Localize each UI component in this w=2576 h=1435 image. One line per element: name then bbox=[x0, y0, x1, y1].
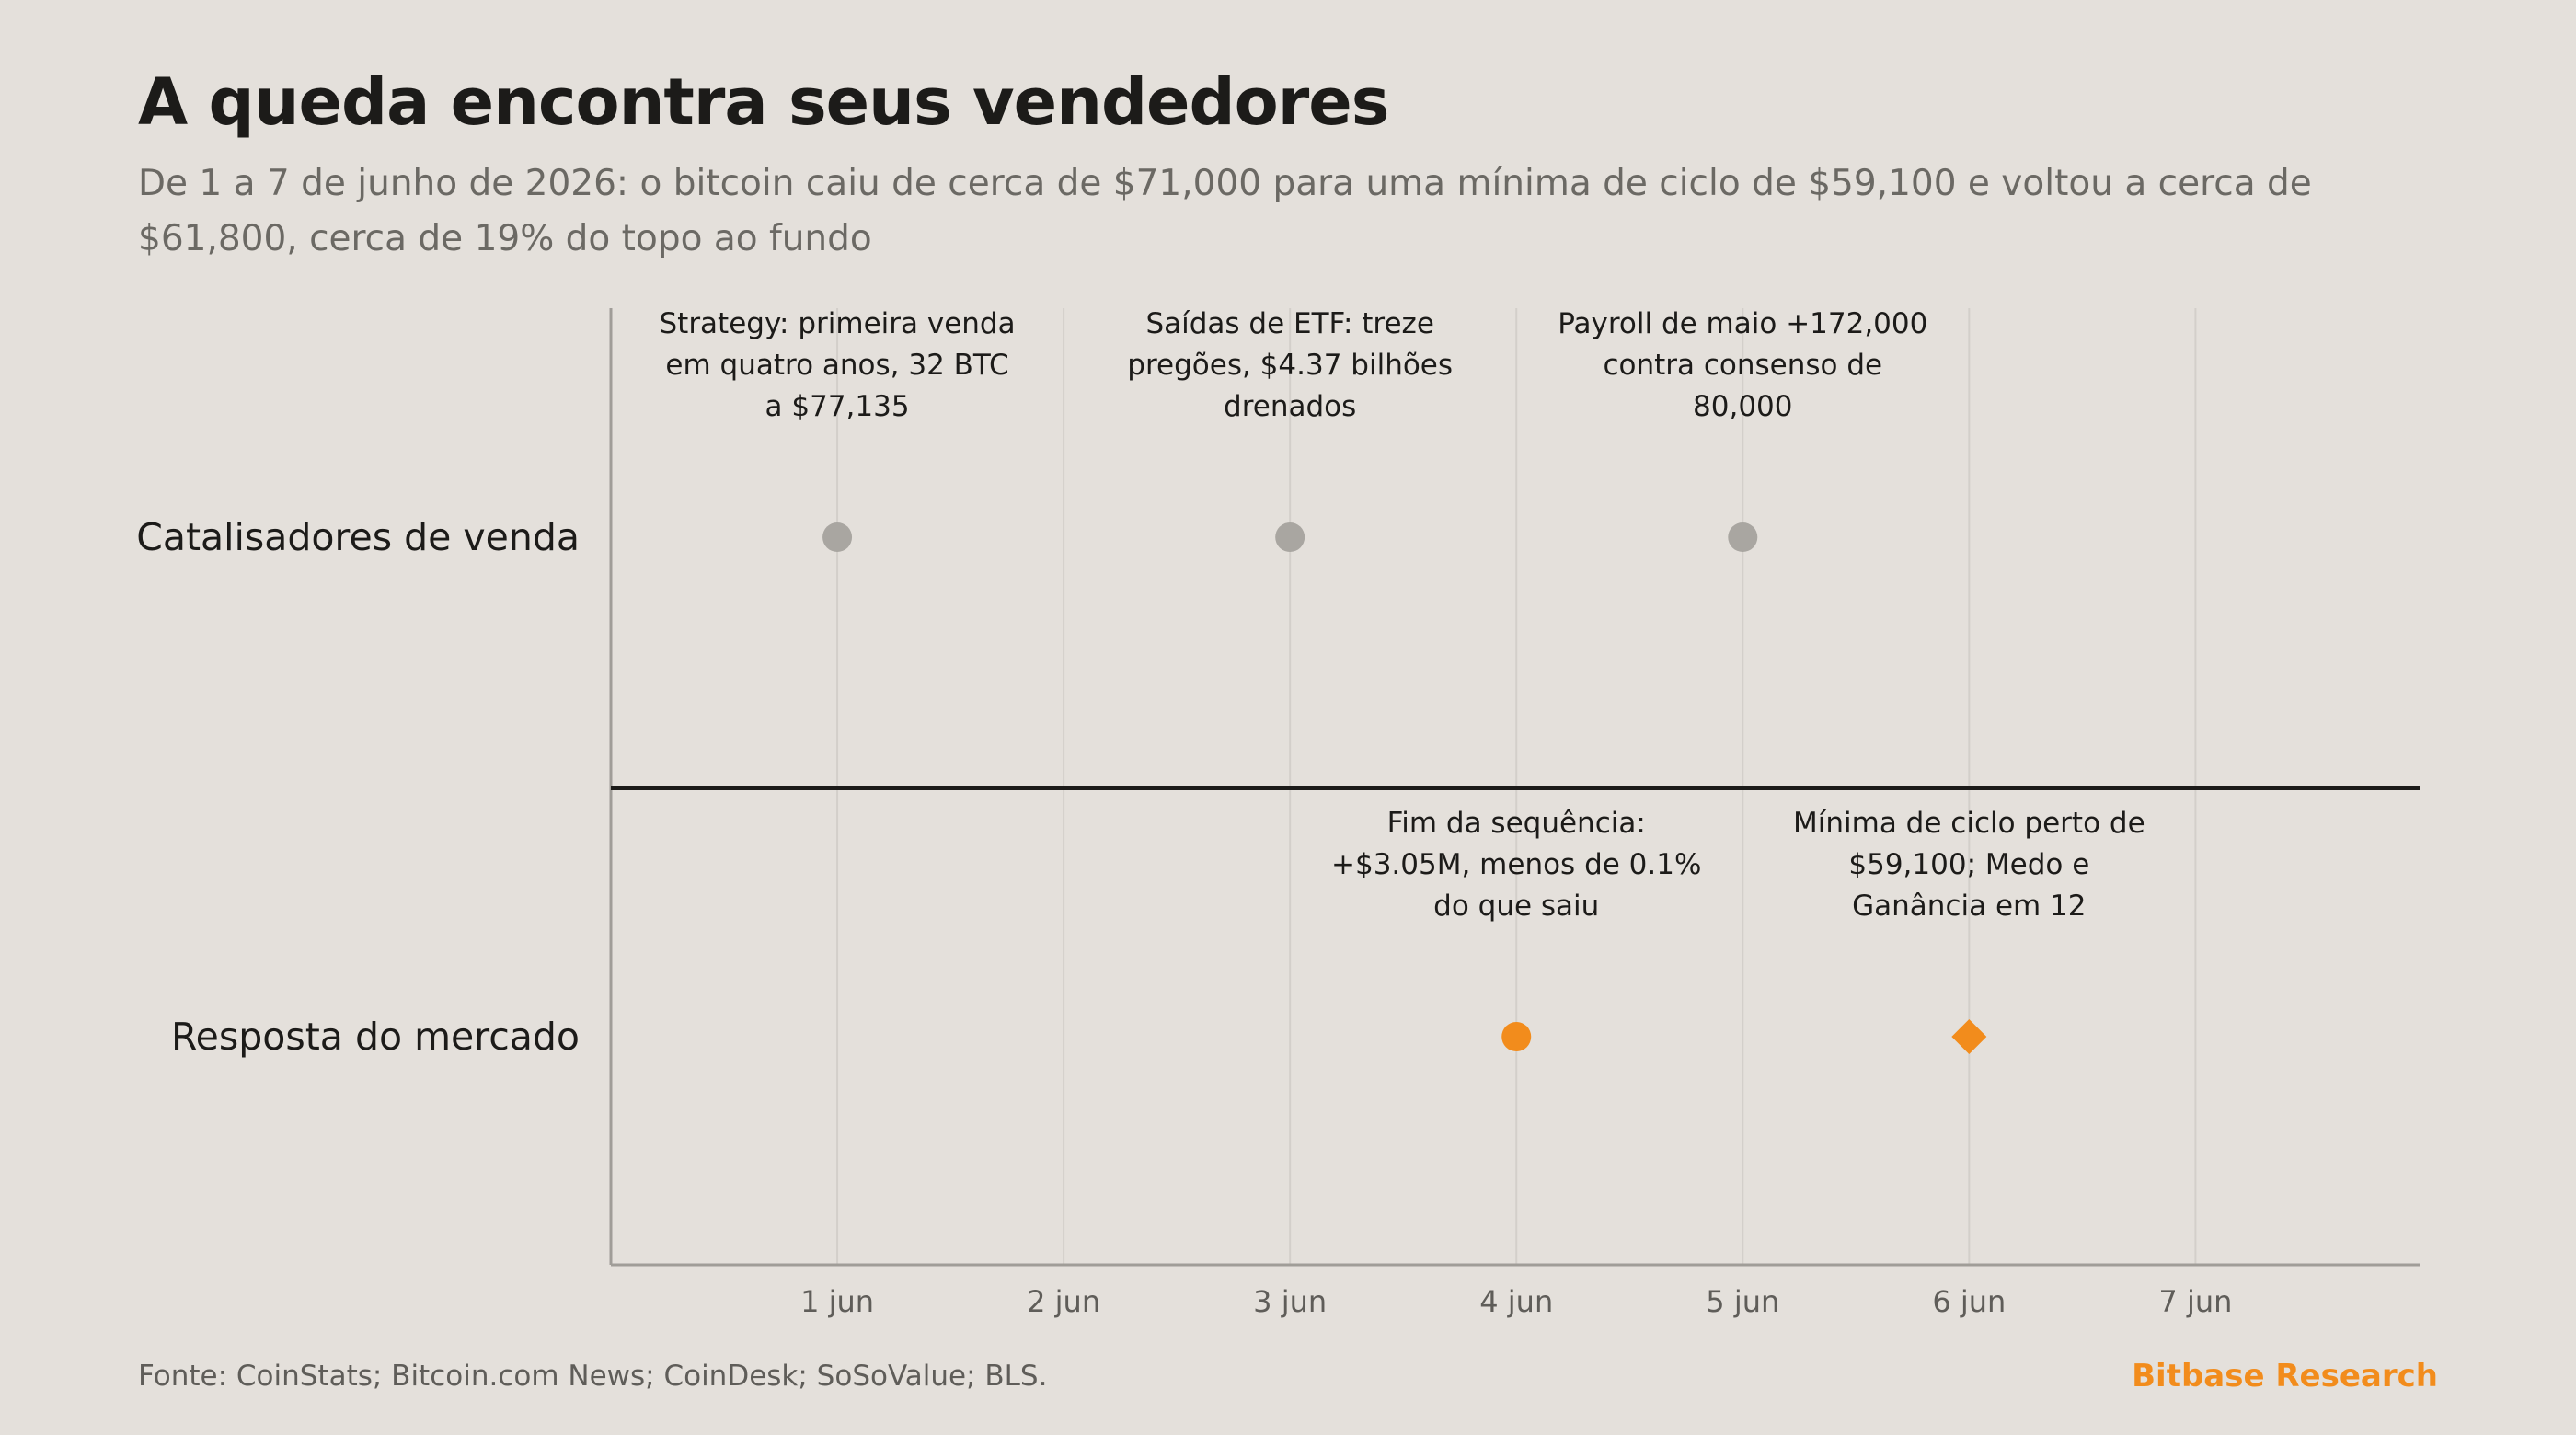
event-annotation-line: $59,100; Medo e bbox=[1848, 848, 2089, 881]
x-tick-labels: 1 jun 2 jun 3 jun 4 jun 5 jun 6 jun 7 jun bbox=[800, 1284, 2232, 1319]
x-tick-label: 7 jun bbox=[2158, 1284, 2232, 1319]
lane-labels: Catalisadores de venda Resposta do mercad… bbox=[136, 515, 580, 1059]
event-marker bbox=[822, 522, 853, 552]
event-annotation: Fim da sequência: +$3.05M, menos de 0.1% d… bbox=[1331, 807, 1701, 923]
event-annotation-line: a $77,135 bbox=[765, 390, 910, 423]
event-annotation-line: Saídas de ETF: treze bbox=[1145, 307, 1433, 340]
event-annotation: Mínima de ciclo perto de $59,100; Medo e G… bbox=[1793, 807, 2145, 923]
x-tick-label: 2 jun bbox=[1027, 1284, 1100, 1319]
event-annotation-line: pregões, $4.37 bilhões bbox=[1127, 349, 1453, 382]
event-annotation-line: Strategy: primeira venda bbox=[659, 307, 1015, 340]
event-marker bbox=[1728, 522, 1758, 552]
lane-label: Resposta do mercado bbox=[171, 1015, 580, 1059]
event-annotation-line: +$3.05M, menos de 0.1% bbox=[1331, 848, 1701, 881]
event-annotation-line: Ganância em 12 bbox=[1852, 890, 2086, 923]
event-annotation-line: contra consenso de bbox=[1603, 349, 1882, 382]
event-marker bbox=[1275, 522, 1305, 552]
source-note: Fonte: CoinStats; Bitcoin.com News; Coin… bbox=[138, 1360, 1048, 1393]
event-annotation-line: Fim da sequência: bbox=[1387, 807, 1646, 840]
event-marker bbox=[1501, 1022, 1532, 1051]
event-annotation: Strategy: primeira venda em quatro anos, … bbox=[659, 307, 1015, 423]
x-tick-label: 6 jun bbox=[1932, 1284, 2006, 1319]
axes bbox=[609, 308, 2420, 1267]
x-tick-label: 5 jun bbox=[1706, 1284, 1779, 1319]
event-annotation-line: em quatro anos, 32 BTC bbox=[665, 349, 1008, 382]
events: Strategy: primeira venda em quatro anos, … bbox=[659, 307, 2145, 1054]
event-annotation-line: Payroll de maio +172,000 bbox=[1558, 307, 1927, 340]
x-tick-label: 4 jun bbox=[1479, 1284, 1553, 1319]
event-annotation-line: 80,000 bbox=[1693, 390, 1792, 423]
event-marker-diamond bbox=[1951, 1019, 1987, 1054]
brand-logo-text: Bitbase Research bbox=[2132, 1358, 2438, 1395]
chart-title: A queda encontra seus vendedores bbox=[138, 64, 1389, 140]
event-annotation-line: do que saiu bbox=[1433, 890, 1599, 923]
x-tick-label: 3 jun bbox=[1253, 1284, 1327, 1319]
lane-label: Catalisadores de venda bbox=[136, 515, 580, 559]
x-tick-label: 1 jun bbox=[800, 1284, 874, 1319]
event-annotation: Saídas de ETF: treze pregões, $4.37 bilhõ… bbox=[1127, 307, 1453, 423]
event-annotation: Payroll de maio +172,000 contra consenso … bbox=[1558, 307, 1927, 423]
event-annotation-line: Mínima de ciclo perto de bbox=[1793, 807, 2145, 840]
event-annotation-line: drenados bbox=[1224, 390, 1356, 423]
chart-subtitle: De 1 a 7 de junho de 2026: o bitcoin cai… bbox=[138, 163, 2312, 259]
